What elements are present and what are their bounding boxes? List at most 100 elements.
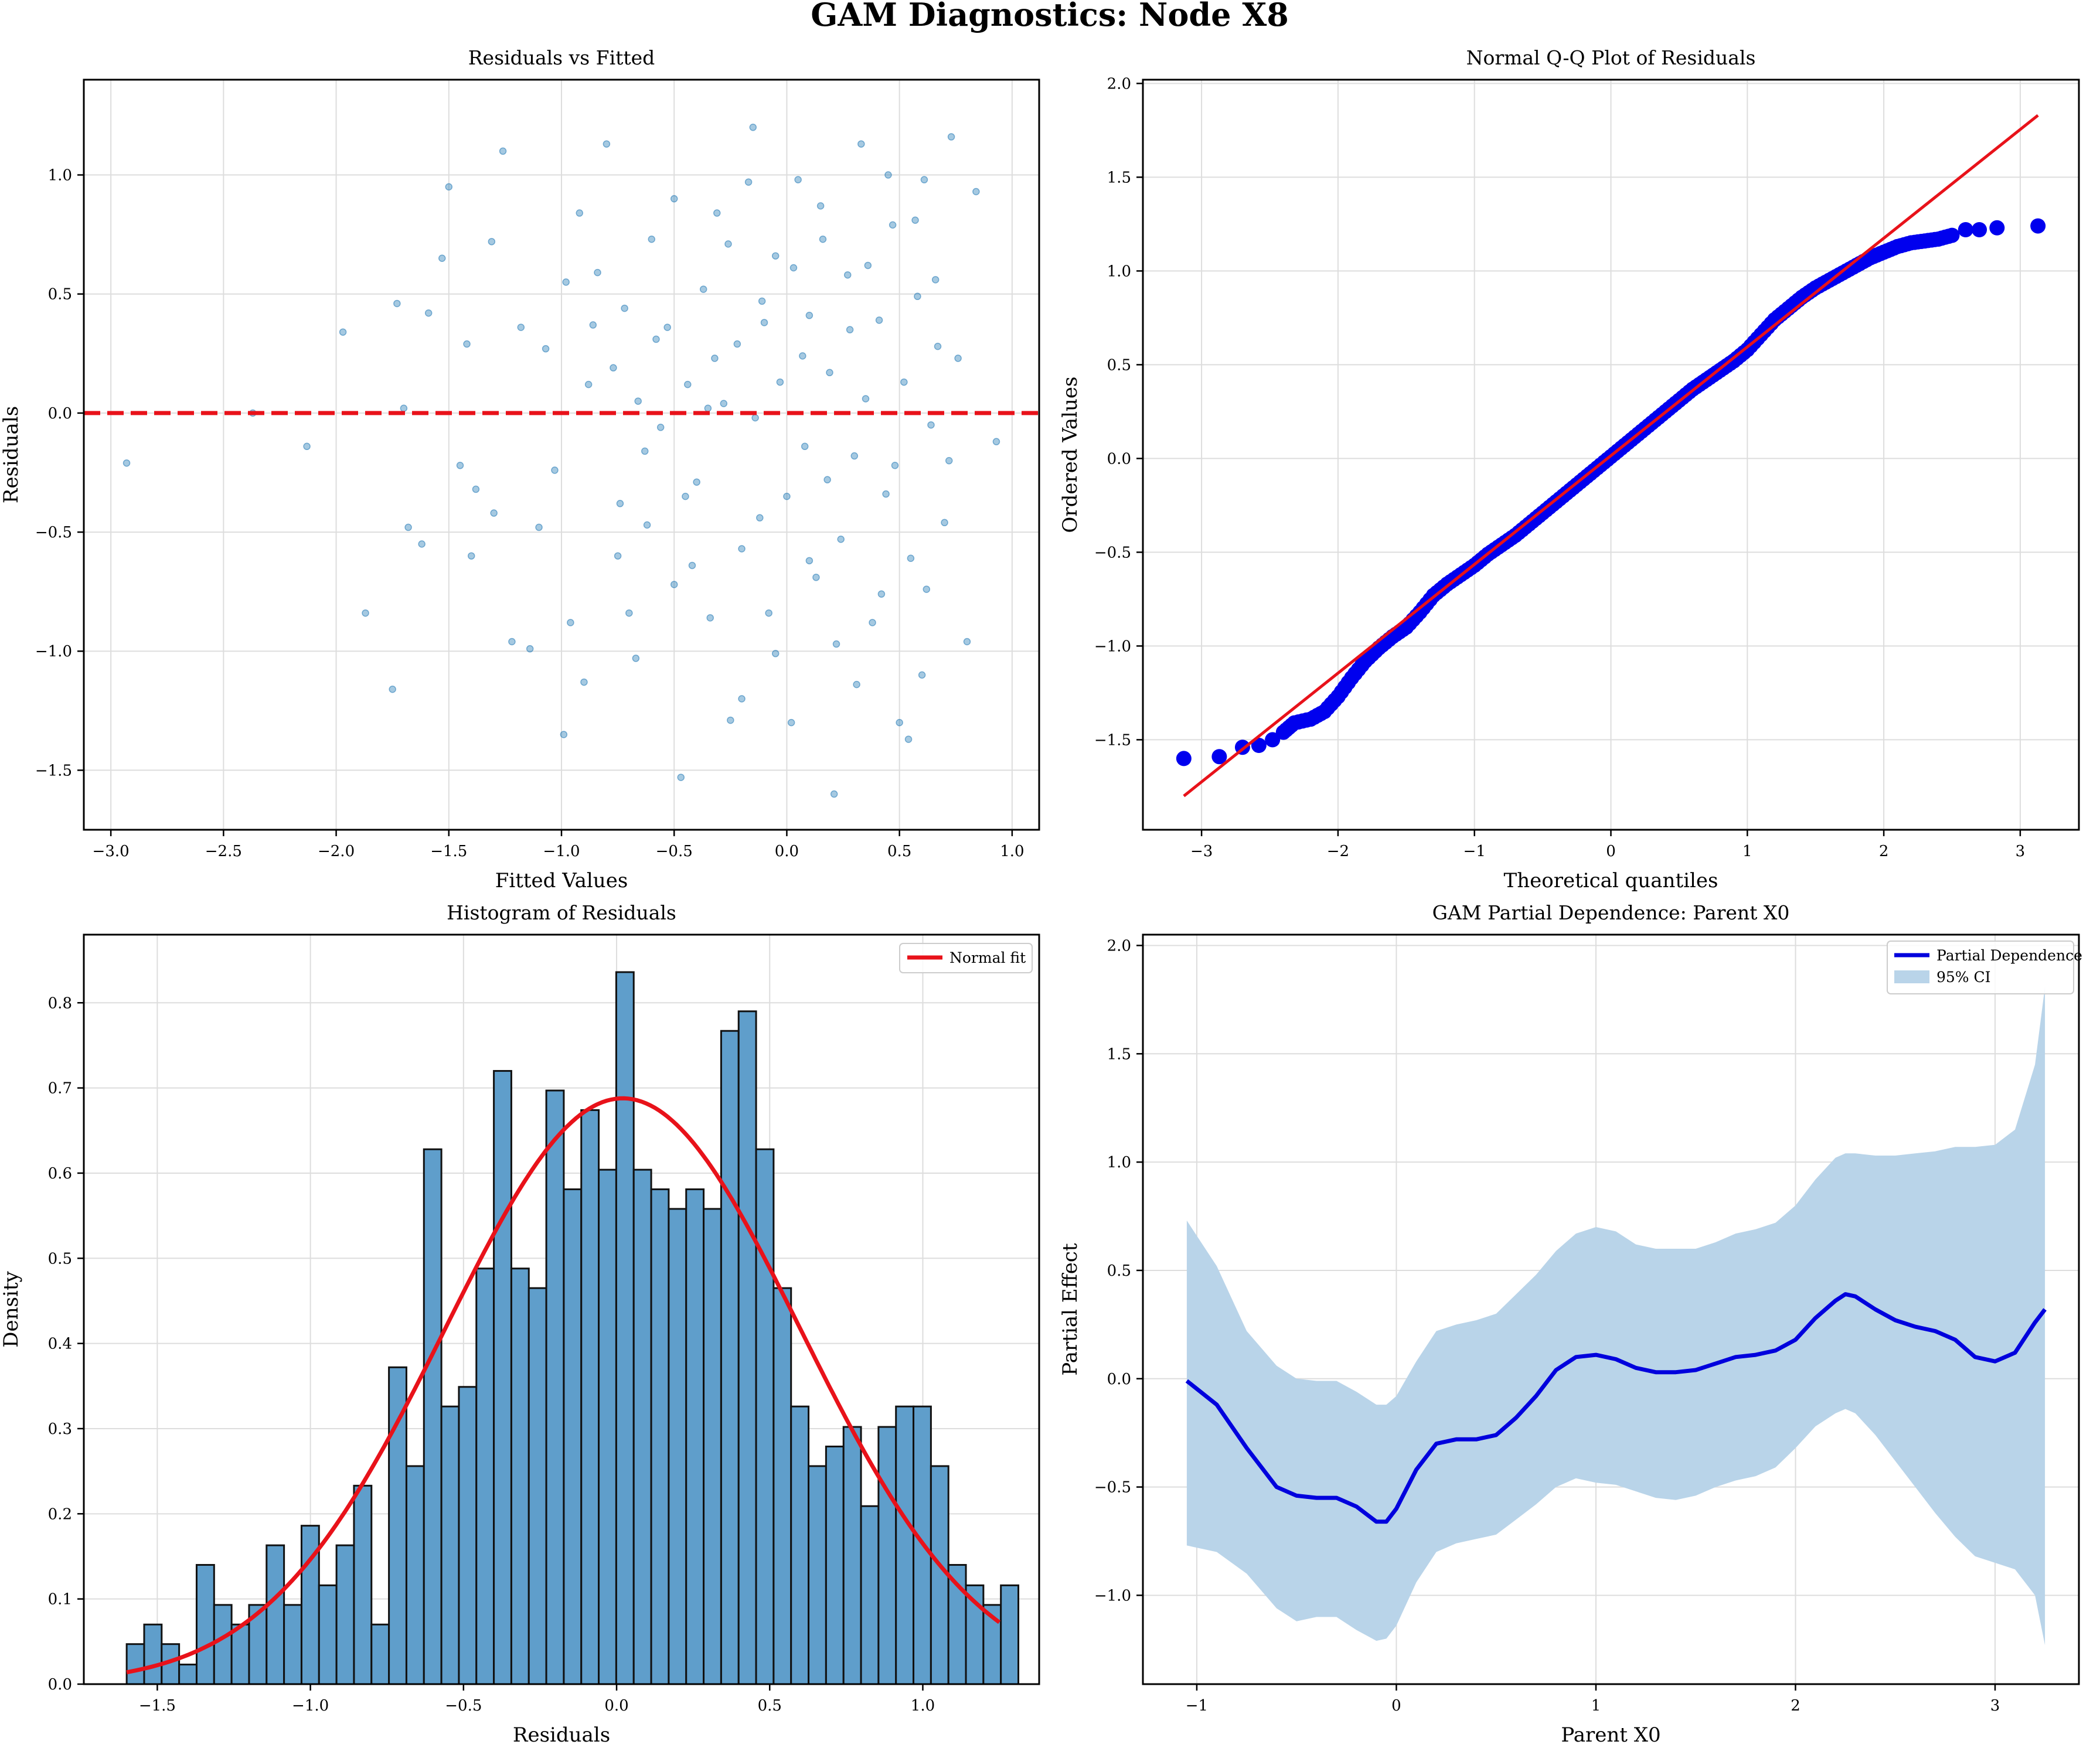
data-point <box>641 447 649 455</box>
y-axis-label: Residuals <box>0 406 23 503</box>
y-tick-label: 1.5 <box>1107 1045 1131 1063</box>
histogram-bar <box>545 1089 565 1684</box>
x-tick-label: 0.0 <box>775 843 799 860</box>
figure-title: GAM Diagnostics: Node X8 <box>811 0 1289 33</box>
histogram-bar <box>143 1623 163 1684</box>
x-tick-label: −1.0 <box>543 843 580 860</box>
histogram-bar <box>842 1426 862 1684</box>
data-point <box>616 500 624 507</box>
panel-title: Normal Q-Q Plot of Residuals <box>1466 46 1756 69</box>
data-point <box>688 561 696 570</box>
data-point <box>765 609 772 617</box>
data-point <box>819 236 827 243</box>
y-tick-label: 0.5 <box>48 286 72 304</box>
y-tick-label: 0.6 <box>48 1165 72 1183</box>
data-point <box>610 364 617 372</box>
data-point <box>589 321 597 329</box>
x-tick-label: −2 <box>1327 843 1349 860</box>
data-point <box>891 462 899 469</box>
data-point <box>727 716 734 724</box>
x-tick-label: −0.5 <box>656 843 693 860</box>
data-point <box>711 355 719 362</box>
data-point <box>826 369 833 377</box>
data-point <box>758 297 766 305</box>
data-point <box>467 552 475 560</box>
data-point <box>603 140 611 148</box>
panel-4: −1 0 1 2 3 −1.0 −0.5 0.0 0.5 1.0 1.5 2.0 GAM Partial… <box>1058 901 2082 1747</box>
y-tick-label: −0.5 <box>1094 544 1131 561</box>
x-tick-label: 0 <box>1606 843 1616 860</box>
plot-area <box>84 80 1039 830</box>
data-point <box>900 378 908 386</box>
histogram-bar <box>318 1584 338 1684</box>
axes-frame <box>1142 933 2080 1685</box>
histogram-bar <box>825 1445 845 1684</box>
data-point <box>456 462 464 469</box>
histogram-bar <box>405 1465 425 1684</box>
y-tick-label: −0.5 <box>1094 1479 1131 1497</box>
data-point <box>463 340 471 348</box>
data-point <box>864 261 872 270</box>
data-point <box>713 209 721 217</box>
legend: Normal fit <box>899 943 1033 973</box>
legend-swatch-ci <box>1894 970 1929 983</box>
x-tick-label: 1 <box>1742 843 1752 860</box>
histogram-bar <box>895 1405 915 1684</box>
y-tick-label: 2.0 <box>1107 937 1131 955</box>
legend-label: Normal fit <box>949 949 1026 966</box>
histogram-bar <box>493 1070 512 1684</box>
data-point <box>751 414 759 422</box>
histogram-bar <box>248 1604 268 1684</box>
axes-frame <box>83 933 1040 1685</box>
data-point <box>816 202 825 210</box>
data-point <box>947 133 955 141</box>
legend-box <box>899 943 1033 973</box>
histogram-bar <box>737 1010 757 1684</box>
data-point <box>923 585 931 593</box>
histogram-bar <box>615 971 635 1684</box>
data-point <box>992 438 1000 445</box>
data-point <box>744 178 753 186</box>
y-tick-label: −1.5 <box>35 762 72 779</box>
data-point <box>652 335 660 343</box>
histogram-bar <box>370 1623 390 1684</box>
data-point <box>914 292 921 301</box>
x-axis-label: Fitted Values <box>495 869 628 892</box>
normal-fit-curve <box>126 1096 1001 1675</box>
histogram-bar <box>283 1604 302 1684</box>
qq-point <box>2030 218 2046 234</box>
x-tick-label: 0.5 <box>887 843 911 860</box>
data-point <box>560 731 568 738</box>
histogram-bar <box>195 1564 215 1684</box>
data-point <box>776 378 784 386</box>
x-tick-label: 2 <box>1791 1697 1801 1715</box>
histogram-bar <box>808 1465 827 1684</box>
data-point <box>643 521 651 529</box>
data-point <box>869 619 876 626</box>
histogram-bar <box>720 1030 740 1684</box>
histogram-bar <box>668 1208 687 1684</box>
histogram-bar <box>423 1148 443 1684</box>
data-point <box>907 554 915 563</box>
x-tick-label: 1 <box>1591 1697 1601 1715</box>
data-point <box>920 176 928 183</box>
data-point <box>720 400 728 407</box>
data-point <box>542 345 550 353</box>
data-point <box>580 678 588 686</box>
x-tick-label: 2 <box>1879 843 1889 860</box>
qq-reference-line <box>1183 114 2039 798</box>
data-point <box>853 680 860 689</box>
data-point <box>799 352 806 360</box>
data-point <box>625 609 633 617</box>
data-point <box>837 536 845 543</box>
qq-point <box>1265 732 1281 748</box>
histogram-bar <box>125 1643 145 1684</box>
y-tick-label: 1.0 <box>1107 263 1131 280</box>
histogram-bar <box>440 1405 460 1684</box>
histogram-bar <box>1000 1584 1020 1684</box>
y-axis-label: Partial Effect <box>1058 1243 1082 1376</box>
data-point <box>362 609 369 617</box>
histogram-bar <box>563 1188 583 1684</box>
data-point <box>771 252 780 260</box>
data-point <box>404 523 412 531</box>
